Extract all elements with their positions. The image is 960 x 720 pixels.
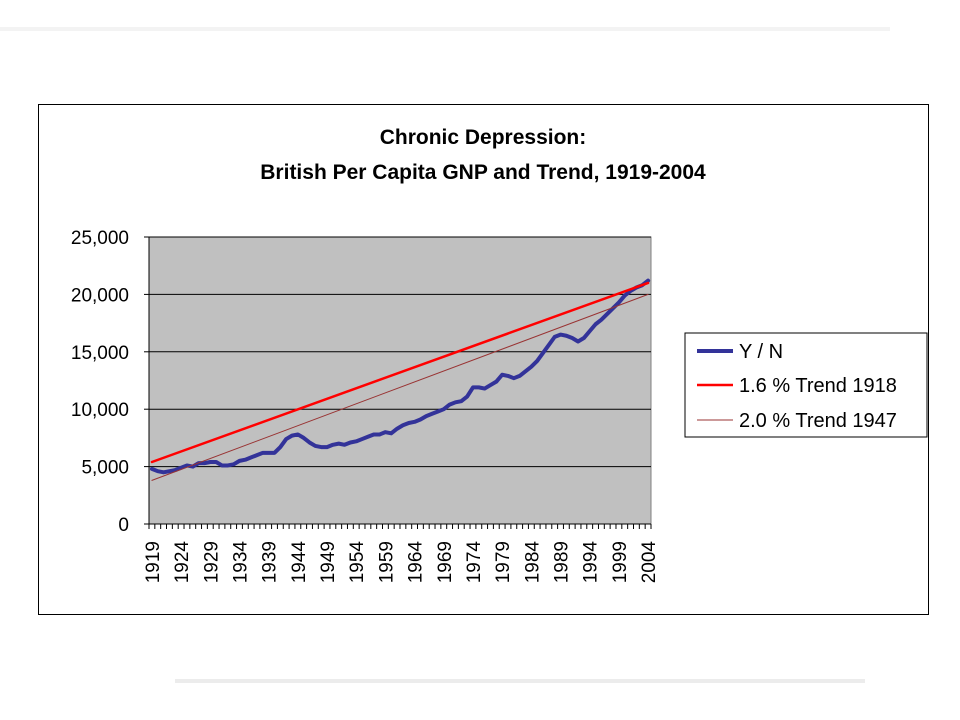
y-tick-label: 25,000	[71, 228, 129, 249]
legend: Y / N 1.6 % Trend 1918 2.0 % Trend 1947	[684, 332, 928, 438]
x-tick-label: 1974	[464, 541, 485, 584]
x-tick-label: 1929	[201, 541, 222, 583]
y-tick-label: 20,000	[71, 285, 129, 306]
x-tick-label: 1979	[493, 541, 514, 583]
x-tick-label: 1934	[230, 541, 251, 584]
series-line	[150, 281, 650, 464]
bottom-divider	[175, 679, 865, 683]
x-tick-label: 1939	[260, 541, 281, 583]
x-tick-label: 1949	[318, 541, 339, 583]
x-tick-label: 1924	[172, 541, 193, 584]
series-lines	[149, 278, 651, 481]
x-tick-label: 2004	[639, 541, 660, 584]
x-tick-label: 1954	[347, 541, 368, 584]
x-tick-label: 1919	[143, 541, 164, 583]
x-tick-label: 1964	[406, 541, 427, 584]
top-divider	[0, 27, 890, 31]
x-tick-label: 1984	[522, 541, 543, 584]
x-tick-label: 1944	[289, 541, 310, 584]
y-tick-label: 10,000	[71, 400, 129, 421]
x-tick-label: 1959	[376, 541, 397, 583]
legend-label: 2.0 % Trend 1947	[739, 410, 897, 432]
plot-area	[148, 236, 652, 525]
chart-title: Chronic Depression:	[380, 126, 587, 149]
chart-subtitle: British Per Capita GNP and Trend, 1919-2…	[260, 161, 706, 184]
x-tick-label: 1989	[552, 541, 573, 583]
x-axis: 1919 1924 1929 1934 1939 1944 1949 1954 1959 1964…	[143, 523, 660, 584]
x-tick-label: 1994	[581, 541, 602, 584]
legend-label: 1.6 % Trend 1918	[739, 375, 897, 397]
x-tick-label: 1999	[610, 541, 631, 583]
y-axis: 0 5,000 10,000 15,000 20,000 25,000	[71, 228, 150, 536]
y-tick-label: 15,000	[71, 343, 129, 364]
series-line	[149, 278, 651, 475]
legend-label: Y / N	[739, 341, 783, 363]
y-tick-label: 5,000	[81, 458, 129, 479]
y-tick-label: 0	[118, 515, 129, 536]
gridlines	[149, 236, 651, 468]
x-tick-label: 1969	[435, 541, 456, 583]
series-line	[151, 293, 649, 481]
